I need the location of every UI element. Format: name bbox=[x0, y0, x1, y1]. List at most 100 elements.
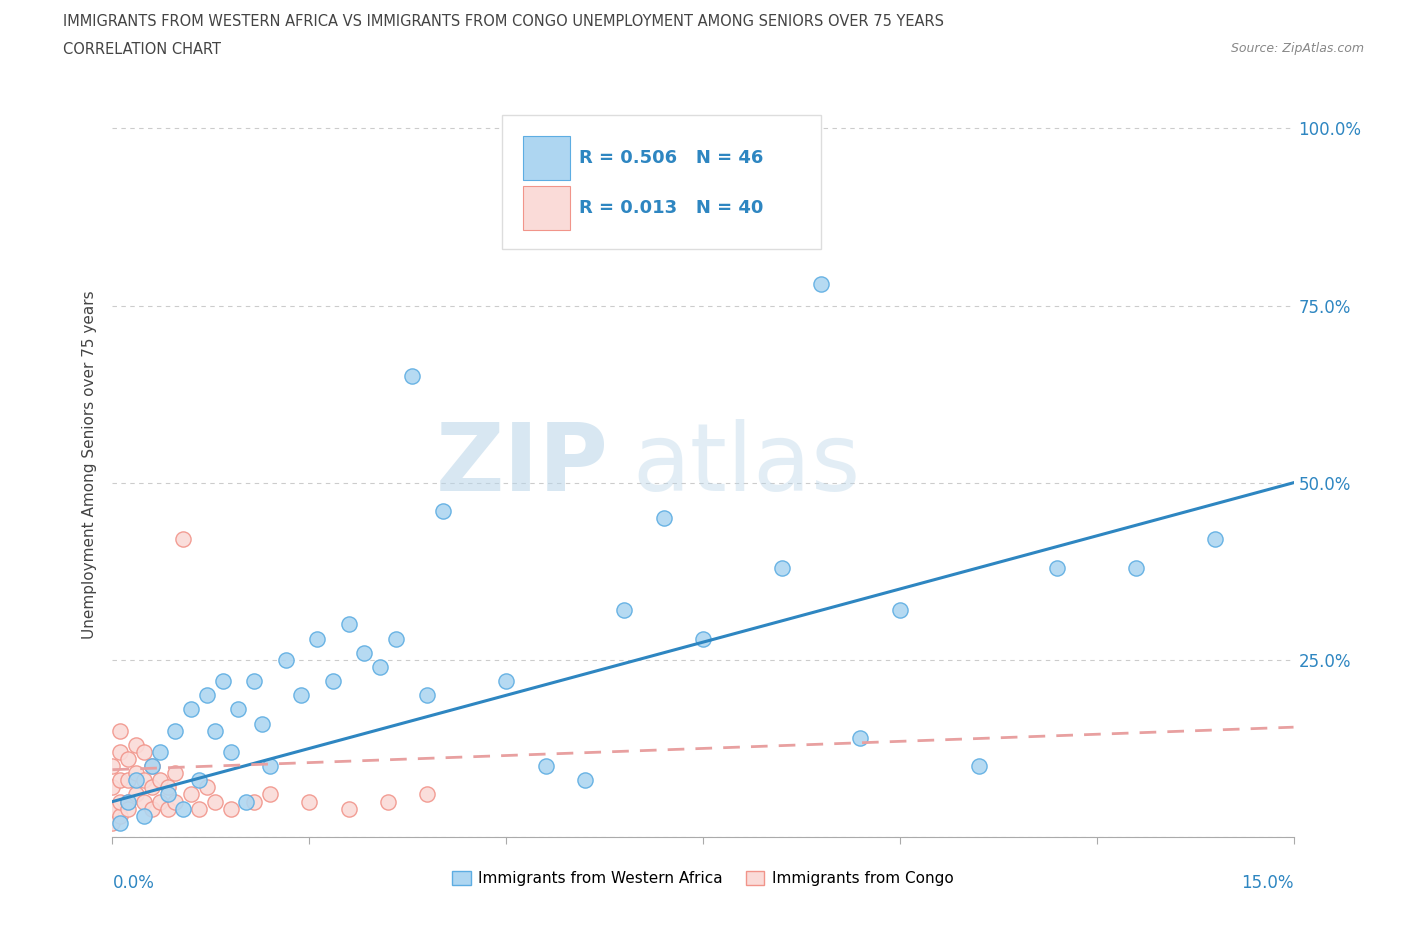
Text: ZIP: ZIP bbox=[436, 419, 609, 511]
Point bbox=[132, 808, 155, 823]
Point bbox=[110, 816, 132, 830]
Point bbox=[141, 802, 163, 817]
Point bbox=[141, 780, 163, 795]
Point bbox=[101, 802, 124, 817]
Point bbox=[307, 631, 329, 646]
Point bbox=[377, 794, 399, 809]
Point bbox=[156, 802, 179, 817]
Text: R = 0.506   N = 46: R = 0.506 N = 46 bbox=[579, 149, 763, 166]
Point bbox=[368, 659, 391, 674]
Point bbox=[117, 794, 139, 809]
Point bbox=[1125, 560, 1147, 575]
Text: 0.0%: 0.0% bbox=[112, 874, 155, 892]
Legend: Immigrants from Western Africa, Immigrants from Congo: Immigrants from Western Africa, Immigran… bbox=[446, 865, 960, 893]
Point bbox=[731, 206, 754, 221]
Y-axis label: Unemployment Among Seniors over 75 years: Unemployment Among Seniors over 75 years bbox=[82, 291, 97, 639]
Point bbox=[149, 745, 172, 760]
Point bbox=[132, 773, 155, 788]
Text: CORRELATION CHART: CORRELATION CHART bbox=[63, 42, 221, 57]
Point bbox=[172, 802, 194, 817]
Point bbox=[337, 802, 360, 817]
Point bbox=[967, 759, 990, 774]
Point bbox=[250, 716, 273, 731]
Point bbox=[149, 794, 172, 809]
Point bbox=[416, 787, 439, 802]
FancyBboxPatch shape bbox=[502, 115, 821, 249]
Point bbox=[322, 673, 344, 688]
Point bbox=[211, 673, 233, 688]
Point bbox=[849, 730, 872, 745]
Point bbox=[132, 794, 155, 809]
Point bbox=[228, 702, 250, 717]
Point bbox=[259, 787, 281, 802]
Point bbox=[101, 759, 124, 774]
Point bbox=[416, 688, 439, 703]
Point bbox=[125, 737, 148, 752]
Point bbox=[243, 794, 266, 809]
Point bbox=[141, 759, 163, 774]
Point bbox=[274, 653, 297, 668]
Point bbox=[195, 780, 218, 795]
Point bbox=[219, 802, 242, 817]
Point bbox=[810, 277, 832, 292]
Point bbox=[125, 765, 148, 780]
Point bbox=[337, 617, 360, 631]
Point bbox=[156, 780, 179, 795]
Point bbox=[117, 751, 139, 766]
Point bbox=[165, 794, 187, 809]
Point bbox=[125, 773, 148, 788]
Point bbox=[165, 765, 187, 780]
FancyBboxPatch shape bbox=[523, 136, 569, 180]
Point bbox=[125, 787, 148, 802]
Text: IMMIGRANTS FROM WESTERN AFRICA VS IMMIGRANTS FROM CONGO UNEMPLOYMENT AMONG SENIO: IMMIGRANTS FROM WESTERN AFRICA VS IMMIGR… bbox=[63, 14, 945, 29]
Point bbox=[889, 603, 911, 618]
Text: R = 0.013   N = 40: R = 0.013 N = 40 bbox=[579, 199, 763, 218]
Point bbox=[188, 773, 211, 788]
Point bbox=[652, 511, 675, 525]
Point bbox=[204, 724, 226, 738]
Point bbox=[259, 759, 281, 774]
Point bbox=[141, 759, 163, 774]
Point bbox=[165, 724, 187, 738]
Point bbox=[613, 603, 636, 618]
Point bbox=[156, 787, 179, 802]
Point bbox=[353, 645, 375, 660]
Text: Source: ZipAtlas.com: Source: ZipAtlas.com bbox=[1230, 42, 1364, 55]
Point bbox=[117, 773, 139, 788]
Point bbox=[1046, 560, 1069, 575]
Text: atlas: atlas bbox=[633, 419, 860, 511]
Point bbox=[534, 759, 557, 774]
Point bbox=[110, 794, 132, 809]
Point bbox=[180, 787, 202, 802]
Point bbox=[432, 504, 454, 519]
Point bbox=[149, 773, 172, 788]
Point bbox=[117, 794, 139, 809]
Point bbox=[298, 794, 321, 809]
Point bbox=[188, 802, 211, 817]
Point bbox=[101, 780, 124, 795]
Point bbox=[117, 802, 139, 817]
Point bbox=[110, 745, 132, 760]
Point bbox=[172, 532, 194, 547]
Point bbox=[770, 560, 793, 575]
Point bbox=[180, 702, 202, 717]
Point bbox=[110, 773, 132, 788]
Point bbox=[692, 631, 714, 646]
Point bbox=[110, 724, 132, 738]
Point bbox=[101, 816, 124, 830]
Point bbox=[401, 369, 423, 384]
Point bbox=[110, 808, 132, 823]
Point bbox=[132, 745, 155, 760]
Point bbox=[219, 745, 242, 760]
Point bbox=[1204, 532, 1226, 547]
Point bbox=[195, 688, 218, 703]
Point bbox=[235, 794, 257, 809]
Point bbox=[243, 673, 266, 688]
Text: 15.0%: 15.0% bbox=[1241, 874, 1294, 892]
Point bbox=[290, 688, 312, 703]
Point bbox=[495, 673, 517, 688]
FancyBboxPatch shape bbox=[523, 186, 569, 230]
Point bbox=[204, 794, 226, 809]
Point bbox=[385, 631, 408, 646]
Point bbox=[574, 773, 596, 788]
